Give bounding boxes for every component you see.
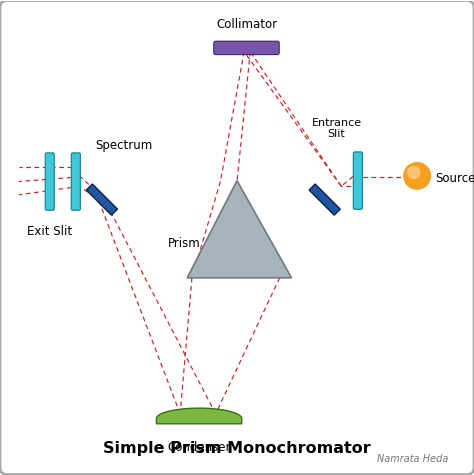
Text: Prism: Prism xyxy=(168,237,201,249)
Polygon shape xyxy=(86,184,118,215)
Circle shape xyxy=(408,167,420,179)
Polygon shape xyxy=(187,180,237,278)
Polygon shape xyxy=(156,408,242,424)
FancyBboxPatch shape xyxy=(71,153,80,210)
Text: Condenser: Condenser xyxy=(167,441,231,454)
Text: Source: Source xyxy=(435,172,474,185)
FancyBboxPatch shape xyxy=(353,152,363,209)
Text: Namrata Heda: Namrata Heda xyxy=(376,454,448,464)
FancyBboxPatch shape xyxy=(214,41,279,55)
Polygon shape xyxy=(309,184,340,215)
Polygon shape xyxy=(187,180,292,278)
Text: Collimator: Collimator xyxy=(216,19,277,31)
Text: Exit Slit: Exit Slit xyxy=(27,226,73,238)
Circle shape xyxy=(404,162,430,189)
Text: Spectrum: Spectrum xyxy=(95,139,152,152)
FancyBboxPatch shape xyxy=(45,153,54,210)
Text: Entrance
Slit: Entrance Slit xyxy=(311,117,362,139)
Text: Simple Prism Monochromator: Simple Prism Monochromator xyxy=(103,441,371,456)
